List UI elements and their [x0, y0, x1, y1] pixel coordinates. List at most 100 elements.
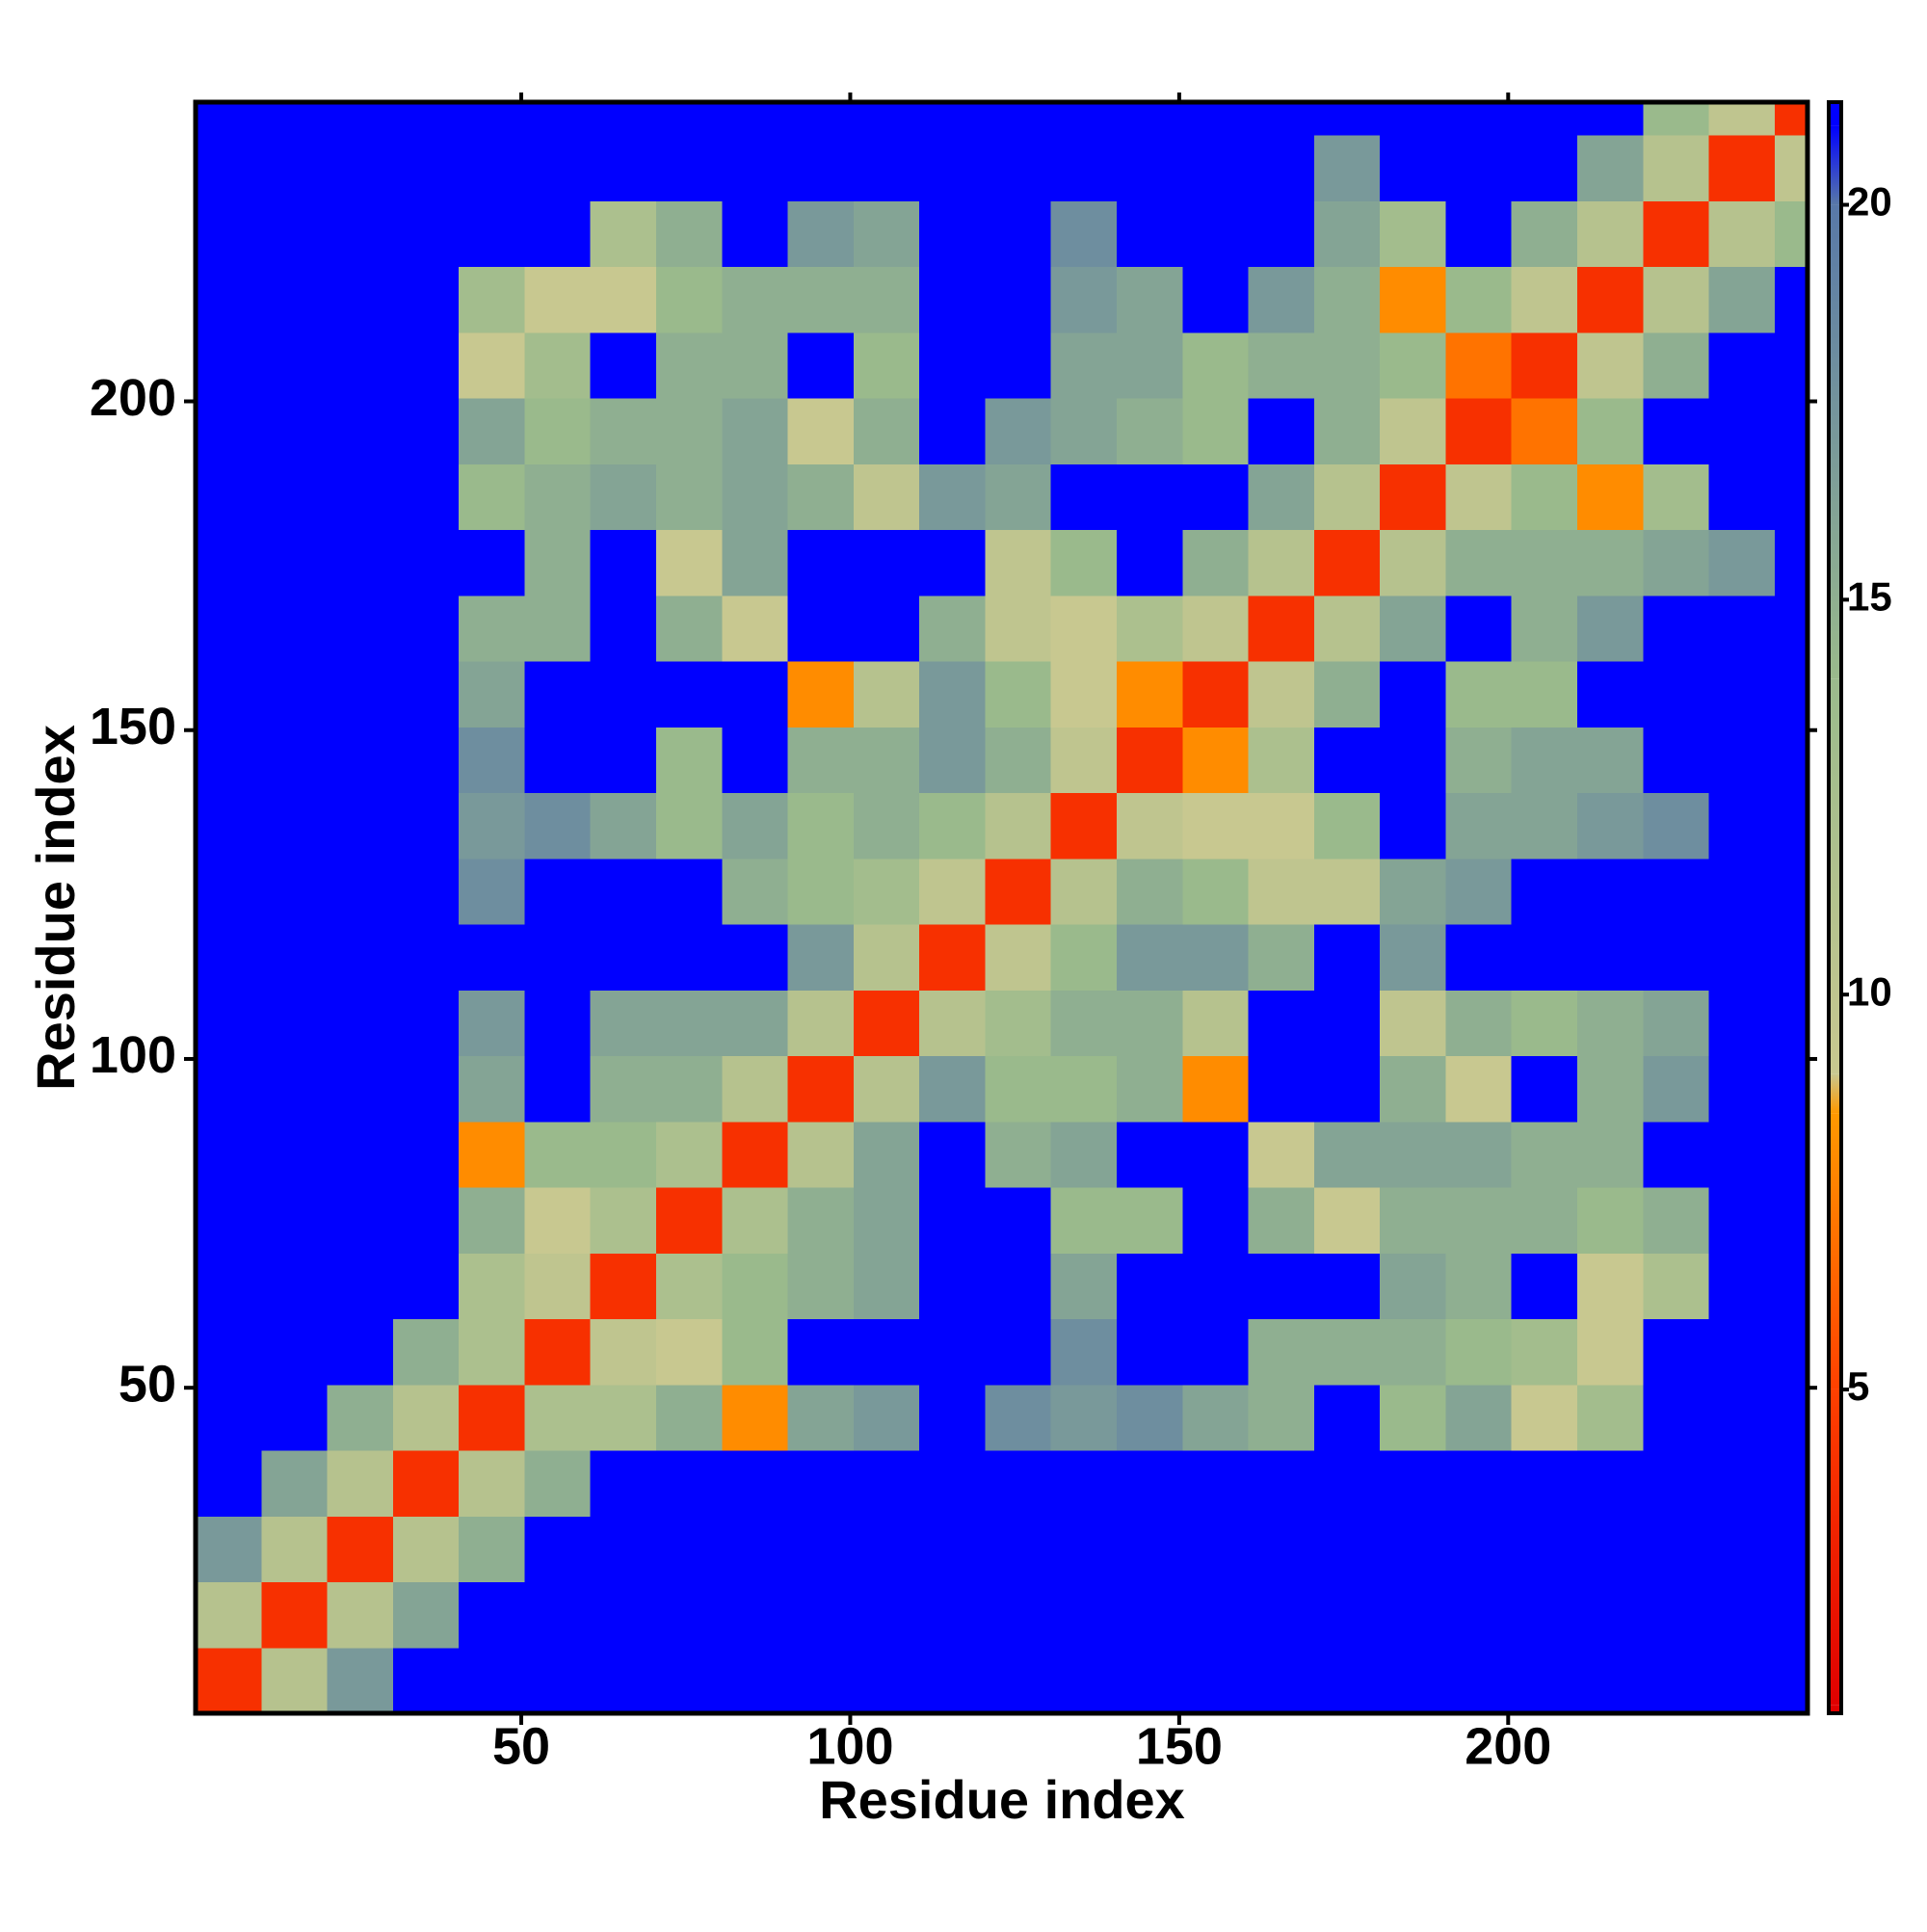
heatmap-cell	[1643, 102, 1710, 136]
heatmap-cell	[590, 858, 657, 925]
heatmap-cell	[196, 463, 262, 531]
heatmap-cell	[919, 398, 987, 464]
heatmap-cell	[196, 1055, 262, 1123]
heatmap-cell	[261, 661, 329, 728]
heatmap-cell	[590, 1450, 657, 1517]
heatmap-cell	[392, 858, 460, 925]
heatmap-cell	[1117, 529, 1183, 596]
heatmap-cell	[459, 135, 526, 201]
heatmap-cell	[1445, 792, 1513, 860]
heatmap-cell	[919, 858, 987, 925]
heatmap-cell	[1182, 1581, 1250, 1649]
colorbar-segment	[1829, 1705, 1841, 1713]
heatmap-cell	[459, 990, 526, 1057]
heatmap-cell	[392, 924, 460, 991]
colorbar-segment	[1829, 204, 1841, 679]
heatmap-cell	[1117, 266, 1183, 333]
colorbar-tick-label: 15	[1847, 573, 1892, 619]
heatmap-cell	[1577, 990, 1644, 1057]
heatmap-cell	[196, 661, 262, 728]
heatmap-cell	[590, 398, 657, 464]
heatmap-cell	[1511, 1253, 1578, 1320]
heatmap-cell	[392, 1253, 460, 1320]
heatmap-cell	[1248, 1516, 1315, 1583]
heatmap-cell	[590, 266, 657, 333]
heatmap-cell	[656, 1450, 723, 1517]
heatmap-cell	[1182, 1055, 1250, 1123]
heatmap-cell	[524, 331, 592, 399]
heatmap-cell	[392, 463, 460, 531]
heatmap-cell	[1643, 1055, 1710, 1123]
heatmap-cell	[327, 463, 394, 531]
heatmap-cell	[919, 1581, 987, 1649]
heatmap-cell	[1445, 331, 1513, 399]
heatmap-cell	[392, 1055, 460, 1123]
heatmap-cell	[590, 1318, 657, 1386]
heatmap-cell	[1445, 1253, 1513, 1320]
heatmap-cell	[327, 990, 394, 1057]
y-tick-label: 150	[90, 698, 176, 755]
heatmap-cell	[1445, 1121, 1513, 1188]
heatmap-cell	[1182, 1647, 1250, 1714]
heatmap-cell	[1708, 200, 1776, 268]
heatmap-cell	[853, 1318, 920, 1386]
heatmap-cell	[787, 1318, 855, 1386]
heatmap-cell	[1380, 990, 1447, 1057]
heatmap-cell	[1643, 1121, 1710, 1188]
heatmap-cell	[590, 595, 657, 662]
heatmap-cell	[1380, 858, 1447, 925]
heatmap-cell	[1577, 1581, 1644, 1649]
heatmap-cell	[919, 1253, 987, 1320]
heatmap-cell	[1248, 135, 1315, 201]
heatmap-cell	[327, 858, 394, 925]
heatmap-cell	[1708, 135, 1776, 201]
heatmap-cell	[1774, 1384, 1808, 1451]
heatmap-cell	[327, 1121, 394, 1188]
heatmap-cell	[1182, 727, 1250, 794]
heatmap-cell	[1182, 1121, 1250, 1188]
heatmap-cell	[1774, 1253, 1808, 1320]
heatmap-cell	[459, 1581, 526, 1649]
heatmap-cell	[1248, 858, 1315, 925]
heatmap-cell	[1182, 858, 1250, 925]
heatmap-cell	[1182, 529, 1250, 596]
heatmap-cell	[459, 1055, 526, 1123]
heatmap-cell	[590, 990, 657, 1057]
heatmap-cell	[722, 1450, 789, 1517]
heatmap-cell	[1511, 102, 1578, 136]
heatmap-cell	[1445, 1647, 1513, 1714]
heatmap-cell	[1117, 1253, 1183, 1320]
heatmap-cell	[1511, 1384, 1578, 1451]
colorbar-segment	[1829, 125, 1841, 205]
heatmap-cell	[1774, 1187, 1808, 1254]
heatmap-cell	[1445, 924, 1513, 991]
heatmap-cell	[1708, 1253, 1776, 1320]
heatmap-cell	[985, 463, 1052, 531]
heatmap-cell	[722, 1121, 789, 1188]
heatmap-cell	[524, 1187, 592, 1254]
heatmap-cell	[327, 727, 394, 794]
heatmap-cell	[459, 1253, 526, 1320]
heatmap-cell	[261, 102, 329, 136]
heatmap-cell	[327, 102, 394, 136]
heatmap-cell	[1313, 1055, 1381, 1123]
heatmap-cell	[787, 1581, 855, 1649]
heatmap-cell	[1445, 200, 1513, 268]
heatmap-cell	[1313, 1187, 1381, 1254]
heatmap-cell	[722, 266, 789, 333]
heatmap-cell	[590, 792, 657, 860]
heatmap-cell	[1380, 463, 1447, 531]
heatmap-cell	[524, 858, 592, 925]
heatmap-cell	[787, 463, 855, 531]
heatmap-cell	[1182, 1384, 1250, 1451]
heatmap-cell	[524, 1253, 592, 1320]
heatmap-cell	[524, 1581, 592, 1649]
heatmap-cell	[524, 463, 592, 531]
heatmap-cell	[1380, 200, 1447, 268]
heatmap-cell	[327, 1450, 394, 1517]
heatmap-cell	[1445, 1187, 1513, 1254]
heatmap-cell	[1117, 595, 1183, 662]
heatmap-cell	[1774, 661, 1808, 728]
heatmap-cell	[1313, 1384, 1381, 1451]
heatmap-cell	[1774, 529, 1808, 596]
